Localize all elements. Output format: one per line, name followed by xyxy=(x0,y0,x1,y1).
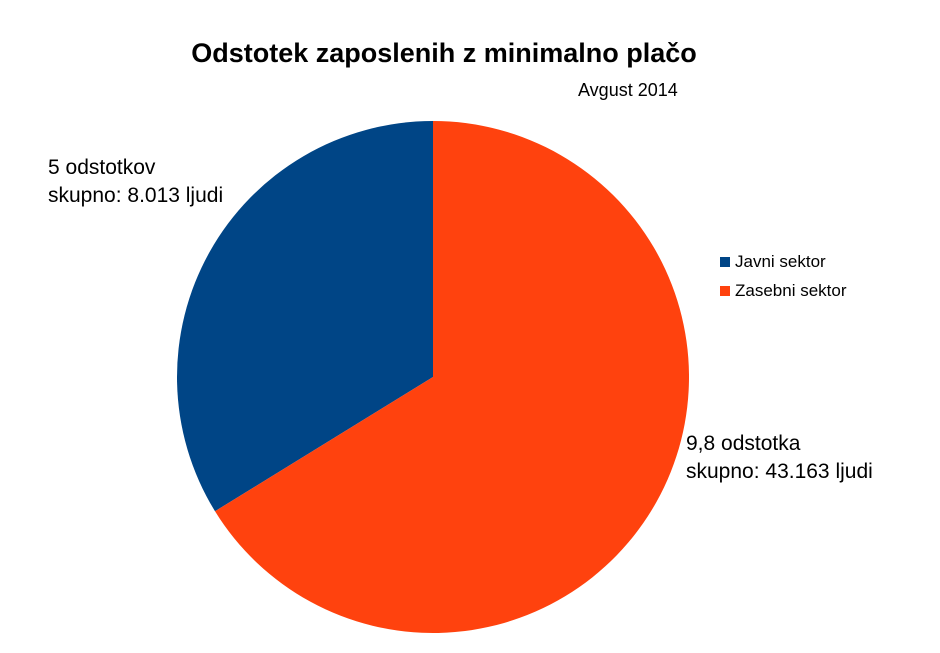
legend-swatch xyxy=(720,285,730,296)
pie-slice-javni-sektor xyxy=(177,121,433,512)
data-label-javni-sektor: 5 odstotkov skupno: 8.013 ljudi xyxy=(48,154,223,210)
legend-label: Javni sektor xyxy=(735,251,826,271)
legend-swatch xyxy=(720,256,730,267)
chart-subtitle: Avgust 2014 xyxy=(578,80,678,100)
data-label-percent: 5 odstotkov xyxy=(48,156,156,179)
data-label-percent: 9,8 odstotka xyxy=(686,432,801,455)
chart-title: Odstotek zaposlenih z minimalno plačo xyxy=(191,38,697,68)
data-label-total: skupno: 43.163 ljudi xyxy=(686,460,873,483)
legend-label: Zasebni sektor xyxy=(735,280,847,300)
data-label-total: skupno: 8.013 ljudi xyxy=(48,184,224,207)
legend-item-javni-sektor: Javni sektor xyxy=(720,247,847,276)
legend-item-zasebni-sektor: Zasebni sektor xyxy=(720,276,847,305)
data-label-zasebni-sektor: 9,8 odstotka skupno: 43.163 ljudi xyxy=(686,430,873,486)
chart-legend: Javni sektor Zasebni sektor xyxy=(720,247,847,305)
pie-slice-zasebni-sektor xyxy=(215,121,690,633)
